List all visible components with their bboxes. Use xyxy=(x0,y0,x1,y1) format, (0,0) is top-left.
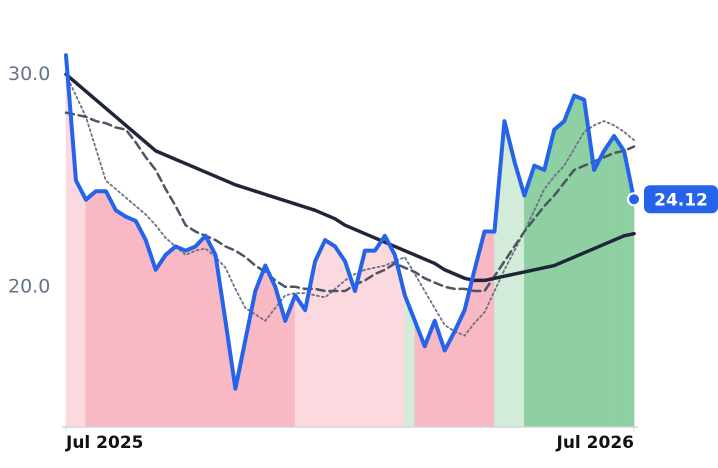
regime-area xyxy=(135,220,147,428)
regime-area xyxy=(593,150,605,428)
regime-area xyxy=(155,253,166,428)
regime-area xyxy=(544,129,555,428)
x-tick-label: Jul 2026 xyxy=(556,433,635,453)
regime-area xyxy=(195,235,206,428)
regime-area xyxy=(294,294,306,428)
regime-area xyxy=(95,190,107,428)
regime-area xyxy=(324,239,336,428)
regime-area xyxy=(115,209,127,428)
x-tick-label: Jul 2025 xyxy=(65,433,144,453)
regime-area xyxy=(534,165,545,428)
regime-area xyxy=(125,216,137,428)
regime-area xyxy=(603,134,615,428)
regime-area xyxy=(524,165,535,428)
regime-area xyxy=(484,231,495,428)
regime-area xyxy=(85,190,97,428)
regime-area xyxy=(175,245,186,428)
y-tick-label: 30.0 xyxy=(8,63,50,85)
regime-area xyxy=(314,239,326,428)
regime-area xyxy=(264,265,276,428)
regime-area xyxy=(165,245,176,428)
regime-area xyxy=(75,180,87,428)
regime-area xyxy=(185,245,196,428)
average-line xyxy=(64,72,636,283)
average-line xyxy=(64,111,636,293)
y-tick-label: 20.0 xyxy=(8,275,50,297)
regime-area xyxy=(374,234,386,428)
regime-area xyxy=(205,235,216,428)
last-point xyxy=(627,192,641,207)
last-value-label: 24.12 xyxy=(654,190,708,210)
price-line xyxy=(64,53,636,391)
last-value-badge xyxy=(644,185,718,214)
regime-area xyxy=(514,161,525,428)
regime-area xyxy=(105,191,117,428)
regime-area xyxy=(613,134,625,428)
regime-area xyxy=(334,245,346,428)
